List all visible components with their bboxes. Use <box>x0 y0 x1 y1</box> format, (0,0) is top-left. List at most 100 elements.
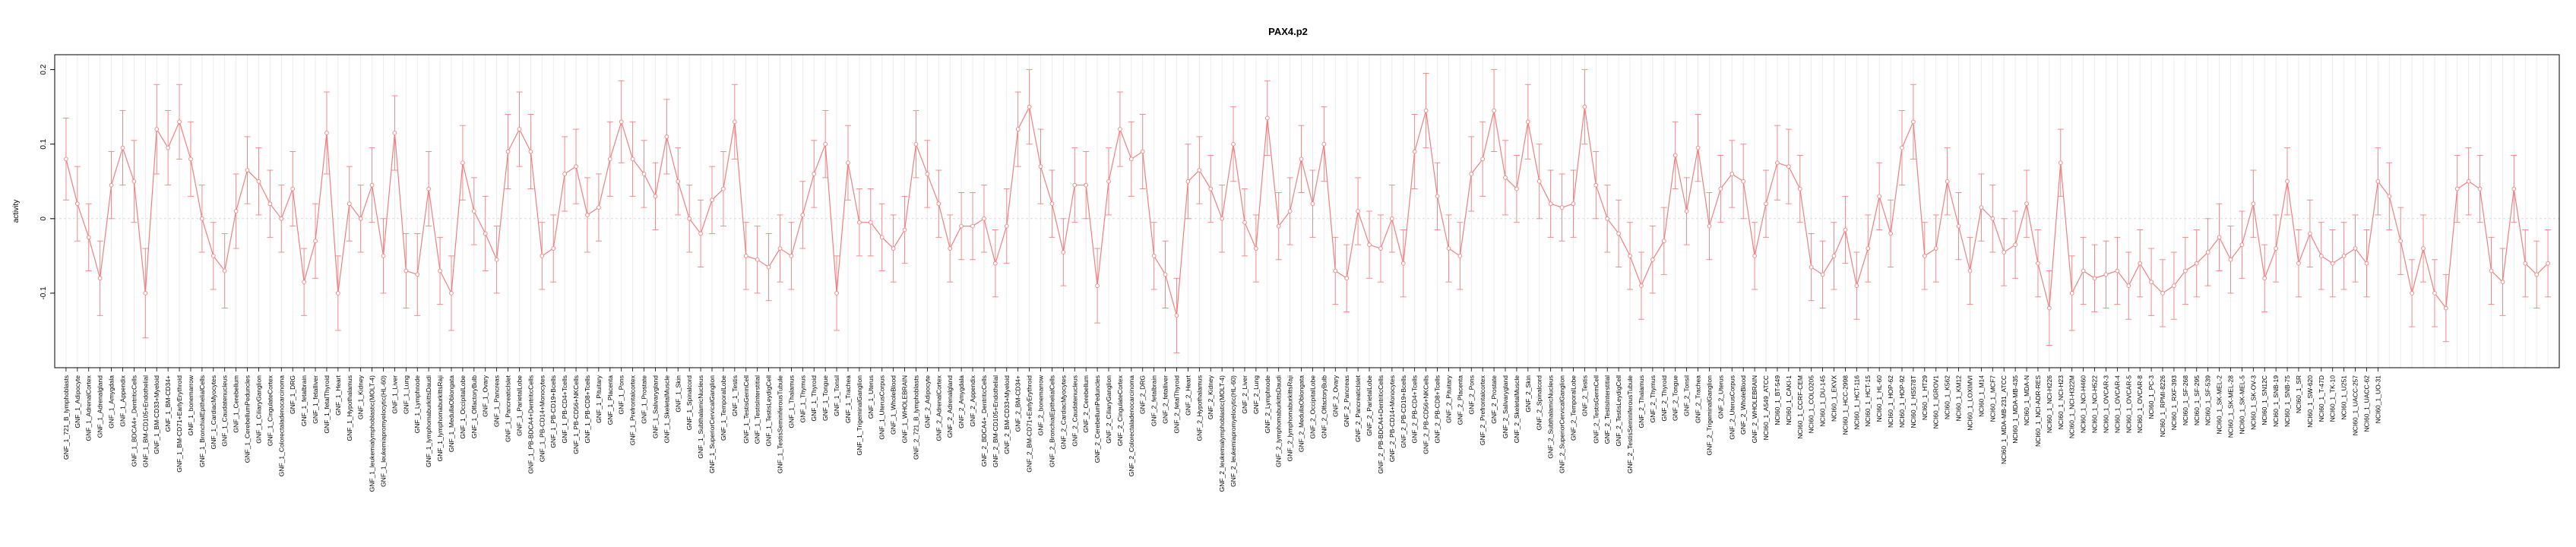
x-tick-label: NCI60_1_MDA-MB-231_ATCC <box>2000 375 2008 464</box>
data-point <box>1095 283 1100 288</box>
x-tick-label: GNF_2_SkeletalMuscle <box>1513 375 1521 444</box>
x-tick-label: GNF_2_OlfactoryBulb <box>1320 375 1328 438</box>
data-point <box>2308 231 2312 236</box>
x-tick-label: NCI60_1_RXF-393 <box>2170 375 2178 431</box>
x-tick-label: GNF_1_BM-CD105+Endothelial <box>141 375 149 467</box>
data-point <box>1922 254 1927 258</box>
data-point <box>993 261 998 266</box>
x-tick-label: GNF_1_Lymphnode <box>413 375 421 434</box>
data-point <box>2330 261 2335 266</box>
x-tick-label: GNF_1_TestisGermCell <box>742 375 750 444</box>
data-point <box>313 239 318 244</box>
data-point <box>1525 119 1530 125</box>
data-point <box>369 182 375 188</box>
data-point <box>177 119 182 125</box>
x-tick-label: NCI60_1_HT29 <box>1921 375 1929 420</box>
x-tick-label: NCI60_1_HL-60 <box>1875 375 1883 422</box>
data-point <box>1831 254 1837 258</box>
x-tick-label: GNF_1_Trachea <box>844 375 852 423</box>
data-point <box>256 179 261 184</box>
x-tick-label: GNF_2_Salivarygland <box>1502 375 1509 438</box>
data-point <box>1650 257 1655 262</box>
data-point <box>2228 257 2233 262</box>
x-tick-label: GNF_2_Prefrontalcortex <box>1479 375 1486 445</box>
data-point <box>2262 276 2267 281</box>
x-tick-label: GNF_1_fetalliver <box>312 375 319 424</box>
data-point <box>2341 254 2347 258</box>
data-point <box>2477 186 2483 191</box>
data-point <box>2036 261 2040 266</box>
data-point <box>1276 223 1281 229</box>
x-tick-label: GNF_1_Pituitary <box>595 375 603 423</box>
x-tick-label: NCI60_1_NCI-H23 <box>2057 375 2065 430</box>
x-tick-label: GNF_2_TestisSeminiferousTubule <box>1626 375 1634 473</box>
data-point <box>1356 209 1360 213</box>
data-point <box>743 254 748 258</box>
data-point <box>1242 220 1247 225</box>
x-tick-label: GNF_2_Heart <box>1184 375 1191 416</box>
data-point <box>1128 157 1134 162</box>
data-point <box>2500 280 2505 285</box>
x-tick-label: NCI60_1_CAKI-1 <box>1785 375 1793 425</box>
data-point <box>324 131 329 135</box>
data-point <box>1423 108 1429 113</box>
data-point <box>74 201 80 207</box>
data-point <box>1628 254 1632 258</box>
x-tick-label: NCI60_1_SW-620 <box>2306 375 2314 428</box>
x-tick-label: GNF_1_SkeletalMuscle <box>663 375 670 444</box>
data-point <box>2069 291 2074 296</box>
data-point <box>120 145 125 150</box>
data-point <box>607 157 612 162</box>
x-tick-label: GNF_1_Prostate <box>641 375 648 424</box>
x-tick-label: GNF_2_Cerebellum <box>1082 375 1090 433</box>
x-tick-label: NCI60_1_NCI-ADR-RES <box>2034 375 2042 447</box>
data-point <box>2149 280 2154 285</box>
x-tick-label: GNF_1_lymphomaburkittsRaji <box>436 375 444 461</box>
x-tick-label: GNF_1_bonemarrow <box>187 375 195 435</box>
data-point <box>336 291 340 296</box>
x-tick-label: GNF_2_Thyroid <box>1660 375 1668 422</box>
x-tick-label: GNF_1_CerebellumPeduncles <box>244 375 252 463</box>
data-point <box>1866 246 1871 251</box>
data-point <box>834 291 839 296</box>
data-point <box>1797 186 1802 191</box>
data-point <box>1559 205 1565 210</box>
x-tick-label: NCI60_1_T-47D <box>2318 375 2325 422</box>
data-point <box>1084 182 1089 188</box>
data-point <box>1492 108 1496 113</box>
x-tick-label: GNF_2_lymphomaburkittsDaudi <box>1275 375 1283 467</box>
data-point <box>460 160 465 166</box>
x-tick-label: GNF_1_Pons <box>618 375 625 415</box>
x-tick-label: GNF_1_PB-CD19+Bcells <box>549 375 557 448</box>
data-point <box>1752 254 1757 258</box>
data-point <box>1163 272 1168 277</box>
data-point <box>2444 305 2448 311</box>
x-tick-label: NCI60_1_UO-31 <box>2374 375 2381 424</box>
data-point <box>2511 186 2517 191</box>
x-tick-label: GNF_2_PB-BDCA4+DentriticCells <box>1377 375 1385 474</box>
x-tick-label: GNF_1_Heart <box>334 375 342 416</box>
x-tick-label: NCI60_1_OVCAR-8 <box>2136 375 2144 433</box>
data-point <box>210 254 216 258</box>
x-tick-label: NCI60_1_SF-295 <box>2193 375 2201 425</box>
x-tick-label: GNF_1_CingulateCortex <box>266 375 274 446</box>
x-tick-label: NCI60_1_SNB-75 <box>2283 375 2291 427</box>
y-axis-label: activity <box>12 200 21 223</box>
data-point <box>2115 268 2120 274</box>
data-point <box>1605 216 1610 221</box>
data-point <box>1639 283 1644 288</box>
data-point <box>1400 261 1406 266</box>
x-tick-label: GNF_1_Placenta <box>606 375 614 425</box>
data-point <box>471 209 476 213</box>
x-tick-label: GNF_2_Prostate <box>1490 375 1498 424</box>
x-tick-label: NCI60_1_NCI-H322M <box>2068 375 2076 438</box>
data-point <box>2251 201 2256 207</box>
x-tick-label: NCI60_1_SK-OV-3 <box>2249 375 2257 430</box>
data-point <box>2092 276 2097 281</box>
data-point <box>358 216 363 221</box>
data-point <box>2217 235 2222 240</box>
x-tick-label: GNF_1_OlfactoryBulb <box>470 375 478 438</box>
data-point <box>721 186 726 191</box>
data-point <box>755 257 760 262</box>
x-tick-label: GNF_1_PB-BDCA4+DentriticCells <box>527 375 534 474</box>
